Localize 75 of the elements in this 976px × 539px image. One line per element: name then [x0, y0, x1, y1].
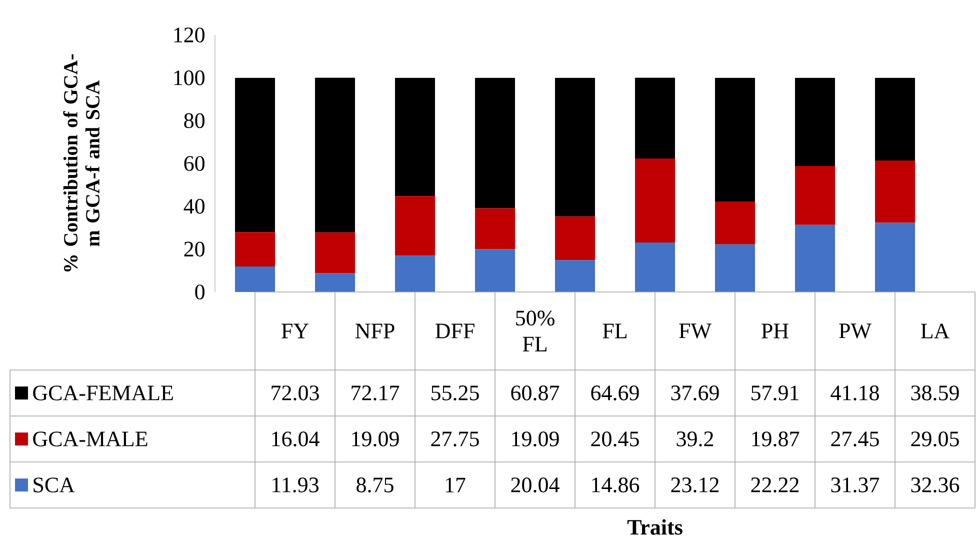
bar [875, 160, 915, 223]
bar [555, 260, 595, 292]
y-tick-label: 0 [195, 284, 204, 300]
y-tick-label: 80 [184, 113, 204, 128]
x-tick-label: PW [839, 324, 872, 338]
bar [235, 78, 276, 232]
data-label: 19.87 [752, 432, 800, 446]
legend-label: GCA-MALE [33, 432, 148, 446]
data-label: 11.93 [272, 478, 318, 492]
data-label: 38.59 [911, 386, 959, 400]
bar [475, 208, 516, 250]
bar [795, 224, 835, 292]
y-axis-title: % Contribution of GCA-m GCA-f and SCA [63, 54, 100, 272]
x-tick-label: NFP [355, 324, 394, 338]
data-label: 29.05 [911, 432, 959, 446]
data-label: 19.09 [512, 432, 559, 446]
data-label: 60.87 [511, 386, 560, 400]
data-label: 20.45 [591, 432, 639, 446]
bar [715, 202, 755, 244]
y-tick-label: 100 [174, 70, 204, 86]
bar [875, 78, 915, 160]
data-label: 39.2 [676, 432, 714, 446]
data-label: 22.22 [751, 478, 799, 492]
x-tick-label: LA [920, 324, 950, 338]
data-label: 57.91 [752, 386, 798, 400]
data-label: 32.36 [911, 478, 960, 492]
bar [235, 266, 276, 292]
data-label: 16.04 [272, 432, 320, 446]
bar [235, 232, 276, 266]
data-label: 72.03 [272, 386, 319, 400]
bar [555, 78, 595, 216]
data-label: 14.86 [592, 478, 640, 492]
bar [555, 216, 595, 260]
y-tick-label: 40 [184, 198, 204, 214]
x-tick-label: FW [679, 324, 712, 338]
x-tick-label: FY [282, 324, 309, 338]
legend-label: SCA [34, 478, 75, 492]
bar [875, 222, 915, 292]
text: Traits [627, 519, 682, 535]
legend-label: GCA-FEMALE [33, 386, 173, 400]
bar [635, 242, 676, 292]
bar [475, 78, 516, 208]
bar [795, 78, 835, 166]
bar [395, 256, 435, 292]
data-label: 64.69 [591, 386, 639, 400]
y-tick-label: 20 [184, 242, 204, 257]
bar [715, 78, 755, 202]
bar [795, 166, 835, 225]
data-label: 19.09 [352, 432, 399, 446]
bar [395, 196, 435, 256]
data-label: 31.37 [831, 478, 880, 492]
bar [395, 78, 435, 196]
bar [635, 158, 676, 242]
x-tick-label: FL [602, 324, 627, 338]
data-label: 27.75 [431, 432, 479, 446]
x-tick-label: 50% FL [516, 310, 554, 352]
data-label: 37.69 [671, 386, 719, 400]
y-tick-label: 120 [174, 28, 204, 42]
bar [715, 244, 755, 292]
bar [315, 273, 356, 292]
data-label: 55.25 [432, 386, 479, 400]
data-label: 8.75 [356, 478, 394, 492]
bar [635, 78, 676, 159]
bar [475, 249, 516, 292]
data-label: 41.18 [830, 386, 879, 400]
data-label: 72.17 [352, 386, 400, 400]
data-label: 20.04 [511, 478, 560, 492]
x-tick-label: PH [762, 324, 788, 338]
x-tick-label: DFF [435, 324, 474, 338]
data-label: 27.45 [831, 432, 879, 446]
bar [315, 78, 356, 232]
bar [315, 232, 356, 274]
data-label: 17 [446, 478, 466, 492]
data-label: 23.12 [671, 478, 719, 492]
y-tick-label: 60 [184, 156, 204, 171]
